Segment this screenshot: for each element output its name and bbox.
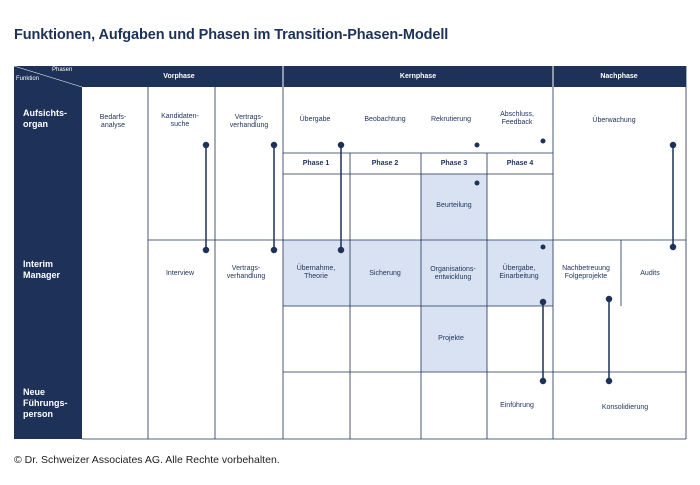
corner-label-funktion: Funktion	[16, 76, 40, 82]
sub-phase-1: Phase 1	[302, 160, 330, 167]
phase-header-nachphase: Nachphase	[600, 73, 638, 80]
task-kandidatensuche: Kandidaten- suche	[161, 113, 199, 128]
phase-header-vorphase: Vorphase	[163, 73, 195, 80]
task-sicherung: Sicherung	[369, 270, 401, 277]
sub-phase-2: Phase 2	[371, 160, 399, 167]
sub-phase-3: Phase 3	[440, 160, 468, 167]
connector	[337, 141, 345, 254]
task-uebergabe: Übergabe	[299, 116, 331, 123]
corner-label-phasen: Phasen	[52, 67, 73, 73]
connector	[539, 298, 547, 385]
connector-dots	[474, 138, 546, 250]
sub-phase-4: Phase 4	[506, 160, 534, 167]
connector	[202, 141, 210, 254]
role-column	[14, 87, 82, 439]
task-konsolidierung: Konsolidierung	[601, 404, 649, 411]
task-nachbetreuung: Nachbetreuung Folgeprojekte	[562, 265, 610, 280]
task-ueberwachung: Überwachung	[592, 117, 636, 124]
task-vertragsverhandlung-im: Vertrags- verhandlung	[226, 265, 266, 280]
task-rekrutierung: Rekrutierung	[430, 116, 472, 123]
copyright-footer: © Dr. Schweizer Associates AG. Alle Rech…	[14, 454, 280, 466]
connector	[669, 141, 677, 251]
page-title: Funktionen, Aufgaben und Phasen im Trans…	[14, 27, 449, 43]
task-interview: Interview	[165, 270, 195, 277]
role-neue-fuehrungsperson: Neue Führungs- person	[23, 387, 68, 419]
task-vertragsverhandlung-ao: Vertrags- verhandlung	[229, 114, 269, 129]
phase-header-band	[14, 66, 686, 87]
task-projekte: Projekte	[438, 335, 464, 342]
task-audits: Audits	[640, 270, 660, 277]
connector	[605, 295, 613, 385]
highlight-im-row	[283, 240, 553, 306]
task-uebergabe-einarbeitung: Übergabe, Einarbeitung	[499, 265, 539, 280]
task-uebernahme-theorie: Übernahme, Theorie	[296, 265, 336, 280]
corner-diagonal	[13, 65, 83, 88]
phase-header-kernphase: Kernphase	[399, 73, 437, 80]
task-bedarfsanalyse: Bedarfs- analyse	[99, 114, 127, 129]
role-aufsichtsorgan: Aufsichts- organ	[23, 108, 68, 129]
task-abschluss-feedback: Abschluss, Feedback	[500, 111, 534, 126]
role-interim-manager: Interim Manager	[23, 259, 61, 280]
task-beobachtung: Beobachtung	[364, 116, 406, 123]
task-organisationsentwicklung: Organisations- entwicklung	[430, 266, 476, 281]
task-einfuehrung: Einführung	[500, 402, 534, 409]
connector	[270, 141, 278, 254]
task-beurteilung: Beurteilung	[436, 202, 472, 209]
